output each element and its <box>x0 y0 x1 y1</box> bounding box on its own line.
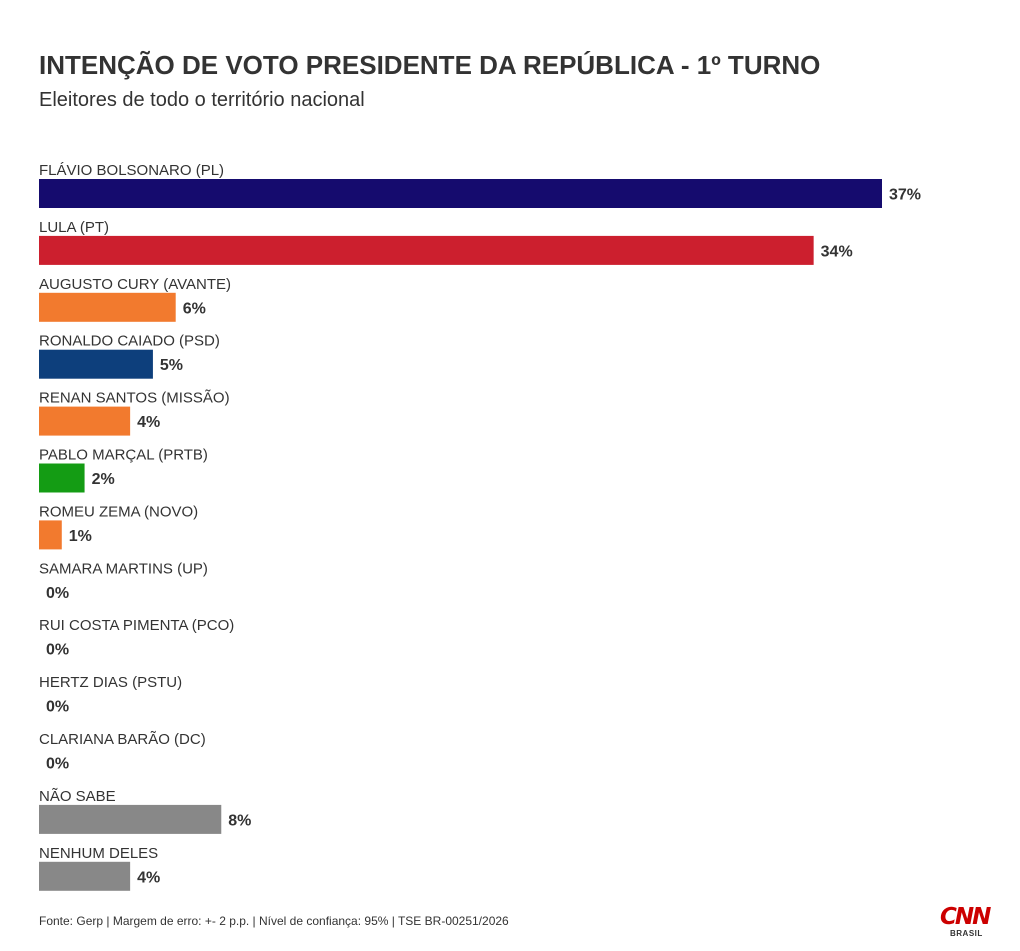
value-label: 0% <box>46 585 69 602</box>
bar <box>39 292 176 322</box>
value-label: 0% <box>46 642 69 659</box>
chart-title: INTENÇÃO DE VOTO PRESIDENTE DA REPÚBLICA… <box>39 50 821 80</box>
bar <box>39 861 131 891</box>
category-label: RUI COSTA PIMENTA (PCO) <box>39 617 234 634</box>
category-label: RONALDO CAIADO (PSD) <box>39 333 220 350</box>
cnn-brasil-logo: CNN BRASIL <box>940 904 991 939</box>
bar <box>39 406 131 436</box>
value-label: 0% <box>46 699 69 716</box>
value-label: 2% <box>92 471 115 488</box>
source-footer: Fonte: Gerp | Margem de erro: +- 2 p.p. … <box>39 914 509 928</box>
category-label: NÃO SABE <box>39 788 116 805</box>
category-label: LULA (PT) <box>39 219 109 236</box>
category-label: SAMARA MARTINS (UP) <box>39 560 208 577</box>
logo-mark: CNN <box>940 904 991 930</box>
value-label: 5% <box>160 357 183 374</box>
category-label: CLARIANA BARÃO (DC) <box>39 731 206 748</box>
bar <box>39 520 62 550</box>
category-label: HERTZ DIAS (PSTU) <box>39 674 182 691</box>
category-label: PABLO MARÇAL (PRTB) <box>39 447 208 464</box>
value-label: 8% <box>228 812 251 829</box>
value-label: 4% <box>137 869 160 886</box>
bar <box>39 349 153 379</box>
value-label: 34% <box>821 243 853 260</box>
bar <box>39 235 814 265</box>
chart-subtitle: Eleitores de todo o território nacional <box>39 89 365 111</box>
value-label: 6% <box>183 300 206 317</box>
logo-sub: BRASIL <box>950 929 983 938</box>
bar <box>39 179 882 208</box>
category-label: AUGUSTO CURY (AVANTE) <box>39 276 231 293</box>
category-label: ROMEU ZEMA (NOVO) <box>39 503 198 520</box>
category-label: NENHUM DELES <box>39 845 158 862</box>
value-label: 1% <box>69 528 92 545</box>
value-label: 0% <box>46 756 69 773</box>
bar-chart: FLÁVIO BOLSONARO (PL) 37% LULA (PT) 34% AUGU… <box>39 162 921 891</box>
bar <box>39 463 85 493</box>
value-label: 4% <box>137 414 160 431</box>
category-label: RENAN SANTOS (MISSÃO) <box>39 390 230 407</box>
bar <box>39 804 222 834</box>
value-label: 37% <box>889 187 921 204</box>
category-label: FLÁVIO BOLSONARO (PL) <box>39 162 224 179</box>
